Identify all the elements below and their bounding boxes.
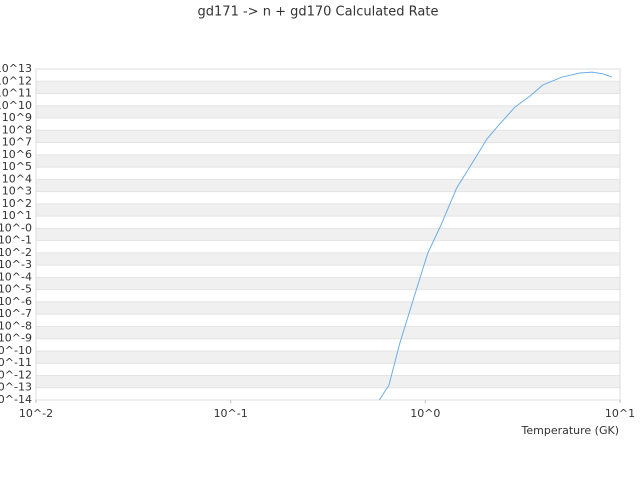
- y-tick-label: 10^-5: [0, 283, 32, 296]
- y-tick-label: 10^-10: [0, 344, 32, 357]
- y-tick-label: 10^11: [0, 87, 32, 100]
- grid-band: [36, 350, 620, 364]
- y-tick-label: 10^-1: [0, 234, 32, 247]
- grid-band: [36, 375, 620, 388]
- y-tick-label: 10^-4: [0, 270, 32, 283]
- y-tick-label: 10^-2: [0, 246, 32, 259]
- y-tick-label: 10^7: [2, 136, 32, 149]
- y-tick-label: 10^-11: [0, 356, 32, 369]
- x-tick-label: 10^-2: [19, 407, 53, 420]
- y-tick-label: 10^13: [0, 62, 32, 75]
- y-tick-label: 10^6: [2, 148, 32, 161]
- y-tick-label: 10^4: [2, 172, 32, 185]
- y-tick-label: 10^2: [2, 197, 32, 210]
- grid-band: [36, 105, 620, 119]
- grid-band: [36, 277, 620, 290]
- grid-band: [36, 228, 620, 241]
- y-tick-label: 10^10: [0, 99, 32, 112]
- y-tick-label: 10^-12: [0, 368, 32, 381]
- y-tick-label: 10^-7: [0, 307, 32, 320]
- grid-band: [36, 301, 620, 315]
- chart-title: gd171 -> n + gd170 Calculated Rate: [198, 5, 439, 20]
- grid-band: [36, 154, 620, 168]
- y-tick-label: 10^-9: [0, 332, 32, 345]
- plot-area: [378, 71, 613, 400]
- x-tick-label: 10^-1: [214, 407, 248, 420]
- y-tick-label: 10^-3: [0, 258, 32, 271]
- y-tick-label: 10^5: [2, 160, 32, 173]
- grid-band: [36, 203, 620, 217]
- grid-band: [36, 81, 620, 94]
- y-tick-label: 10^3: [2, 185, 32, 198]
- y-tick-label: 10^9: [2, 111, 32, 124]
- y-tick-label: 10^-8: [0, 319, 32, 332]
- x-axis-label: Temperature (GK): [521, 424, 620, 437]
- grid-band: [36, 130, 620, 143]
- y-tick-label: 10^-6: [0, 295, 32, 308]
- y-tick-label: 10^12: [0, 74, 32, 87]
- y-tick-label: 10^-0: [0, 221, 32, 234]
- x-tick-label: 10^0: [410, 407, 440, 420]
- y-tick-label: 10^-14: [0, 393, 32, 406]
- plot-frame: [35, 68, 621, 401]
- grid-band: [36, 179, 620, 192]
- data-line: [378, 71, 613, 400]
- grid-band: [36, 326, 620, 339]
- x-tick-label: 10^1: [605, 407, 635, 420]
- y-tick-label: 10^-13: [0, 381, 32, 394]
- grid-band: [36, 252, 620, 266]
- y-tick-label: 10^8: [2, 123, 32, 136]
- y-tick-label: 10^1: [2, 209, 32, 222]
